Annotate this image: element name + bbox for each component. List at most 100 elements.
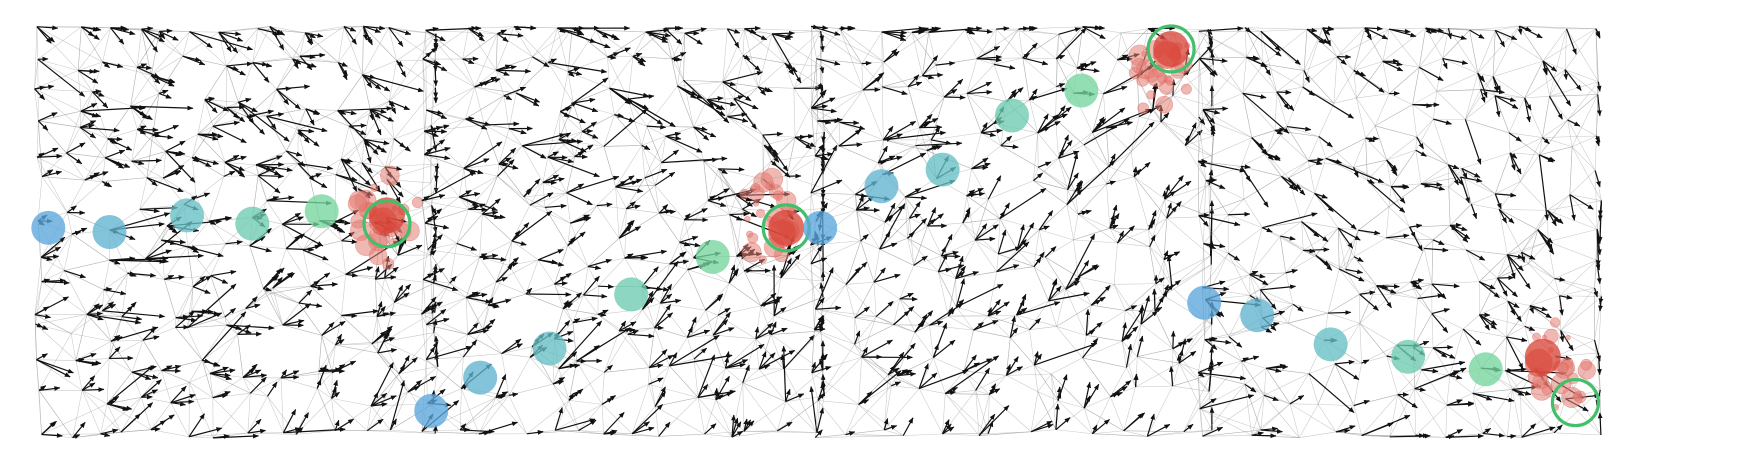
flow-arrow [204,96,215,102]
graph-edge [1058,34,1078,69]
graph-edge [858,404,885,431]
flow-arrow [71,230,82,236]
flow-arrow [120,413,141,433]
graph-edge [648,384,699,398]
flow-arrow [366,418,384,432]
flow-arrow [515,92,541,103]
graph-edge [1131,116,1140,152]
graph-edge [1382,61,1390,94]
flow-arrow [1228,211,1251,217]
graph-edge [106,372,133,405]
graph-edge [1125,283,1157,311]
graph-edge [845,404,859,435]
graph-edge [1333,70,1355,104]
graph-edge [110,341,133,373]
flow-arrow [1016,301,1061,316]
flow-arrow [388,26,412,36]
graph-edge [298,110,338,131]
flow-arrow [1055,403,1060,430]
graph-edge [151,55,183,76]
graph-edge [191,286,194,312]
graph-edge [722,28,745,83]
graph-edge [1353,405,1362,436]
flow-arrow [1433,118,1452,125]
graph-edge [456,209,469,244]
graph-edge [1555,352,1599,357]
graph-edge [425,30,427,111]
graph-edge [131,151,166,162]
graph-edge [1356,97,1376,126]
graph-edge [609,88,615,115]
graph-edge [150,429,190,438]
flow-arrow [36,147,59,158]
graph-edge [839,89,864,123]
graph-edge [238,62,253,103]
graph-edge [1386,149,1416,161]
flow-arrow [474,78,501,88]
graph-edge [1353,137,1366,168]
flow-arrow [883,51,900,63]
flow-arrow [671,56,683,62]
graph-edge [1113,242,1118,285]
graph-edge [146,151,166,178]
graph-edge [1520,137,1543,182]
graph-edge [722,28,728,82]
graph-edge [250,377,282,394]
graph-edge [376,316,385,342]
flow-arrow [34,85,46,91]
graph-edge [243,377,282,379]
flow-arrow [1198,57,1216,77]
flow-arrow [77,69,99,84]
graph-edge [1198,27,1246,59]
graph-edge [583,294,599,315]
flow-arrow [1022,42,1038,59]
flow-arrow [121,305,134,318]
graph-edge [131,161,148,178]
target-cloud-blob [755,208,766,219]
graph-edge [64,259,110,271]
flow-arrow [292,58,302,65]
graph-edge [102,157,106,182]
graph-edge [1327,269,1340,314]
flow-arrow [377,333,389,354]
flow-arrow [188,427,223,438]
graph-edge [130,67,138,107]
graph-edge [956,306,974,331]
graph-edge [1365,125,1376,139]
graph-edge [1033,132,1038,181]
flow-arrow [238,97,252,103]
graph-edge [570,205,597,224]
graph-edge [1117,229,1149,244]
graph-edge [607,31,647,58]
graph-edge [1414,388,1448,406]
flow-arrow [127,271,136,276]
graph-edge [362,74,371,110]
graph-edge [942,433,980,436]
flow-arrow [245,303,261,310]
flow-arrow [255,164,281,176]
flow-arrow [130,105,146,110]
graph-edge [811,26,862,64]
graph-edge [164,246,188,280]
flow-arrow [146,177,158,187]
graph-edge [35,281,43,325]
flow-arrow [919,113,933,129]
graph-edge [1249,272,1286,275]
graph-edge [398,366,438,375]
graph-edge [508,265,527,295]
graph-edge [1436,89,1481,92]
graph-edge [102,289,105,311]
graph-edge [1542,96,1550,138]
graph-edge [648,384,656,407]
graph-edge [966,168,972,196]
flow-arrow [396,60,407,78]
graph-edge [966,93,982,133]
flow-arrow [1076,67,1100,73]
graph-edge [609,56,634,89]
graph-edge [1078,276,1115,285]
graph-edge [394,283,434,303]
flow-arrow [286,150,303,157]
graph-edge [366,405,372,431]
graph-edge [458,168,465,198]
graph-edge [388,27,397,61]
